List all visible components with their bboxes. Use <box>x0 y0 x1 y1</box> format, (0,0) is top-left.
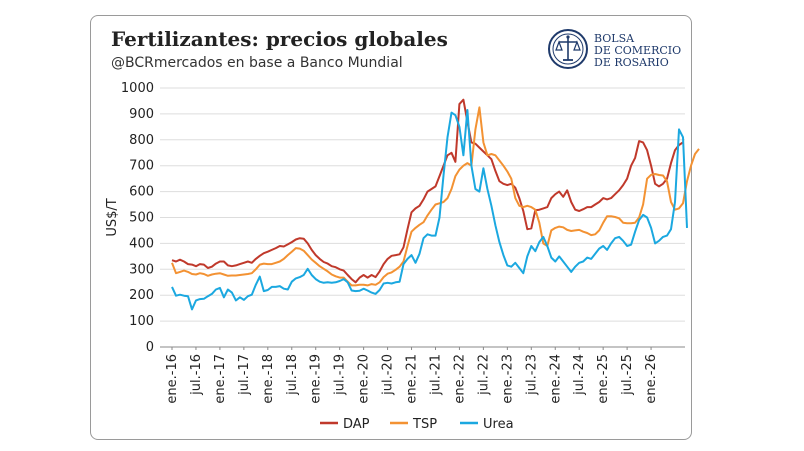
y-tick-label: 1000 <box>121 81 154 96</box>
x-tick-label: jul.-19 <box>333 354 348 396</box>
x-tick-label: jul.-16 <box>189 354 204 396</box>
x-tick-label: jul.-17 <box>237 354 252 396</box>
y-tick-label: 700 <box>129 159 154 174</box>
bcr-emblem-icon <box>548 29 588 69</box>
y-tick-label: 0 <box>146 340 154 355</box>
x-tick-label: jul.-23 <box>524 354 539 396</box>
x-tick-label: ene.-19 <box>309 354 324 404</box>
legend-label: Urea <box>483 417 514 432</box>
y-tick-label: 600 <box>129 185 154 200</box>
chart-subtitle: @BCRmercados en base a Banco Mundial <box>111 55 403 71</box>
y-tick-label: 100 <box>129 314 154 329</box>
x-tick-label: jul.-24 <box>572 354 587 396</box>
series-line-urea <box>171 109 688 311</box>
y-axis-label: US$/T <box>105 198 120 236</box>
legend-label: TSP <box>412 417 437 432</box>
x-tick-label: ene.-18 <box>261 354 276 404</box>
x-tick-label: ene.-25 <box>596 354 611 404</box>
x-tick-label: jul.-20 <box>381 354 396 396</box>
x-tick-label: ene.-20 <box>357 354 372 404</box>
chart-card: Fertilizantes: precios globales @BCRmerc… <box>90 15 692 440</box>
series-line-tsp <box>171 106 700 287</box>
x-tick-label: ene.-21 <box>405 354 420 404</box>
bcr-logo-text: BOLSA DE COMERCIO DE ROSARIO <box>594 33 681 69</box>
x-tick-label: ene.-17 <box>213 354 228 404</box>
x-tick-label: jul.-22 <box>476 354 491 396</box>
logo-line: DE COMERCIO <box>594 44 682 57</box>
logo-line: BOLSA <box>594 32 635 45</box>
chart-title: Fertilizantes: precios globales <box>111 27 448 51</box>
y-tick-label: 400 <box>129 236 154 251</box>
logo-line: DE ROSARIO <box>594 56 669 69</box>
x-tick-label: jul.-18 <box>285 354 300 396</box>
x-tick-label: jul.-25 <box>620 354 635 396</box>
y-tick-label: 800 <box>129 133 154 148</box>
x-tick-label: ene.-16 <box>165 354 180 404</box>
y-tick-label: 300 <box>129 262 154 277</box>
x-tick-label: ene.-26 <box>644 354 659 404</box>
x-tick-label: ene.-24 <box>548 354 563 404</box>
x-tick-label: ene.-22 <box>452 354 467 404</box>
legend-label: DAP <box>343 417 370 432</box>
x-tick-label: jul.-21 <box>428 354 443 396</box>
y-tick-label: 500 <box>129 211 154 226</box>
bcr-logo: BOLSA DE COMERCIO DE ROSARIO <box>547 28 685 74</box>
x-tick-label: ene.-23 <box>500 354 515 404</box>
series-line-dap <box>171 98 684 284</box>
y-tick-label: 200 <box>129 288 154 303</box>
y-tick-label: 900 <box>129 107 154 122</box>
